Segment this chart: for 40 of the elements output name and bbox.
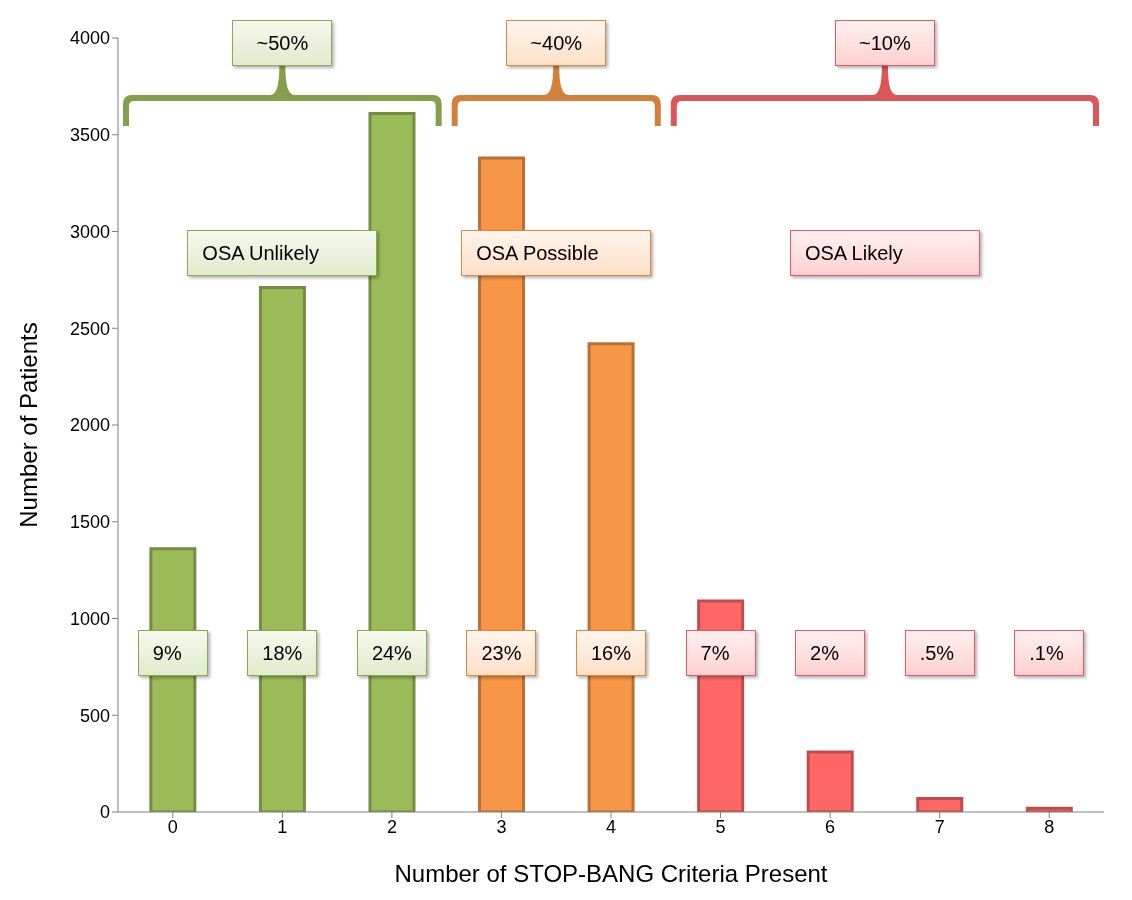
y-tick-label: 500 [79,705,110,726]
x-tick-label: 1 [277,816,288,837]
x-tick-label: 7 [934,816,945,837]
x-tick-label: 2 [386,816,397,837]
x-tick-label: 5 [715,816,726,837]
bar [806,750,854,812]
callout-box: OSA Possible [461,230,652,276]
callout-box: 7% [685,630,756,677]
y-tick-label: 3500 [69,125,110,146]
x-tick-label: 6 [825,816,836,837]
callout-box: OSA Unlikely [187,230,378,276]
callout-box: 23% [466,630,537,677]
bar [368,111,416,812]
callout-box: .5% [904,630,975,677]
x-tick-label: 0 [167,816,178,837]
y-tick-label: 2000 [69,415,110,436]
callout-box: ~50% [232,20,333,66]
x-tick-label: 4 [605,816,617,837]
y-tick-label: 3000 [69,221,110,242]
callout-box: .1% [1014,630,1085,677]
x-tick-label: 8 [1044,816,1055,837]
callout-box: OSA Likely [789,230,980,276]
bar [258,286,306,812]
callout-box: 18% [247,630,318,677]
callout-box: 16% [576,630,646,677]
y-tick-label: 4000 [69,28,110,49]
y-tick-label: 1500 [69,512,110,533]
y-tick-label: 0 [99,802,110,823]
callout-box: 2% [795,630,866,677]
bar [916,796,964,812]
x-axis-title: Number of STOP-BANG Criteria Present [394,860,828,887]
y-axis-title: Number of Patients [14,322,42,528]
callout-box: 9% [137,630,208,677]
y-tick-label: 2500 [69,318,110,339]
x-tick-label: 3 [496,816,507,837]
callout-box: 24% [356,630,427,677]
bar [587,342,635,812]
y-tick-label: 1000 [69,608,110,629]
callout-box: ~40% [506,20,607,66]
callout-box: ~10% [834,20,935,66]
